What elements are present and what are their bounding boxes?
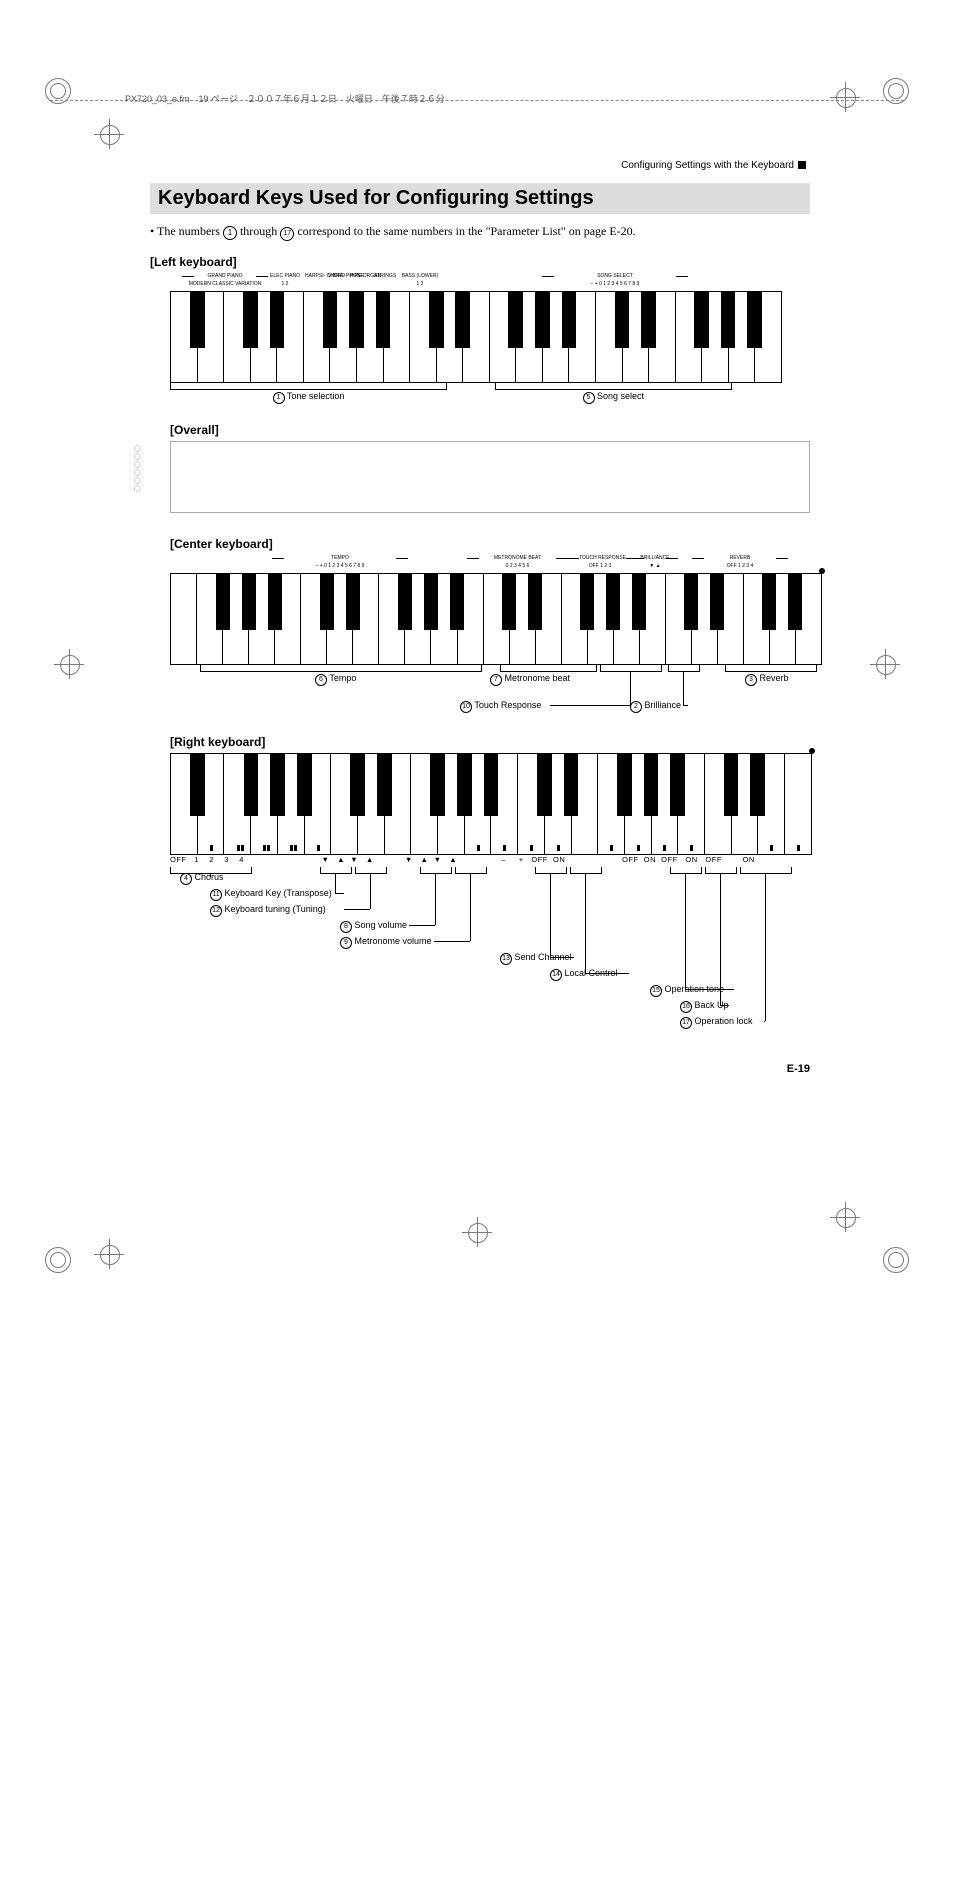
left-keyboard-top-labels: GRAND PIANOMODERN CLASSIC VARIATIONELEC …	[170, 273, 810, 291]
registration-target-icon	[100, 125, 118, 143]
overall-heading: [Overall]	[170, 423, 810, 437]
left-keyboard-under-labels: 1 Tone selection5 Song select	[170, 383, 780, 413]
registration-target-icon	[100, 1245, 118, 1263]
overall-keyboard-wrap: ◯◯◯◯◯◯	[150, 441, 810, 513]
center-keyboard-under-labels: 6 Tempo7 Metronome beat3 Reverb10 Touch …	[170, 665, 820, 725]
center-keyboard-top-labels: TEMPO– + 0 1 2 3 4 5 6 7 8 9METRONOME BE…	[170, 555, 820, 573]
page-title: Keyboard Keys Used for Configuring Setti…	[150, 183, 810, 214]
page-content: Configuring Settings with the Keyboard K…	[150, 160, 810, 1055]
right-keyboard-under-labels: OFF 1 2 3 4 ▼ ▲ ▼ ▲ ▼ ▲ ▼ ▲ – + OFF ON O…	[170, 855, 810, 1055]
registration-target-icon	[836, 88, 854, 106]
page-number: E-19	[787, 1063, 810, 1075]
registration-target-icon	[836, 1208, 854, 1226]
crop-mark-circle	[883, 1247, 909, 1273]
center-keyboard-heading: [Center keyboard]	[170, 537, 810, 551]
center-keyboard-diagram	[170, 573, 822, 665]
section-marker-icon	[798, 161, 806, 169]
circled-number: 17	[280, 227, 294, 241]
intro-prefix: • The numbers	[150, 224, 223, 238]
overall-keyboard-diagram	[170, 441, 810, 513]
overall-left-margin	[150, 441, 166, 513]
registration-target-icon	[876, 655, 894, 673]
crop-mark-circle	[45, 1247, 71, 1273]
breadcrumb-text: Configuring Settings with the Keyboard	[621, 160, 794, 171]
left-keyboard-diagram	[170, 291, 782, 383]
intro-suffix: correspond to the same numbers in the "P…	[294, 224, 635, 238]
intro-text: • The numbers 1 through 17 correspond to…	[150, 224, 810, 241]
left-keyboard-heading: [Left keyboard]	[150, 255, 810, 269]
registration-target-icon	[60, 655, 78, 673]
section-breadcrumb: Configuring Settings with the Keyboard	[150, 160, 810, 171]
registration-target-icon	[468, 1223, 486, 1241]
file-header: PX720_03_e.fm 19 ページ ２００７年６月１２日 火曜日 午後７時…	[125, 92, 445, 105]
right-keyboard-diagram	[170, 753, 812, 855]
circled-number: 1	[223, 226, 237, 240]
right-keyboard-heading: [Right keyboard]	[170, 735, 810, 749]
overall-right-margin	[812, 441, 828, 513]
intro-mid: through	[237, 224, 280, 238]
